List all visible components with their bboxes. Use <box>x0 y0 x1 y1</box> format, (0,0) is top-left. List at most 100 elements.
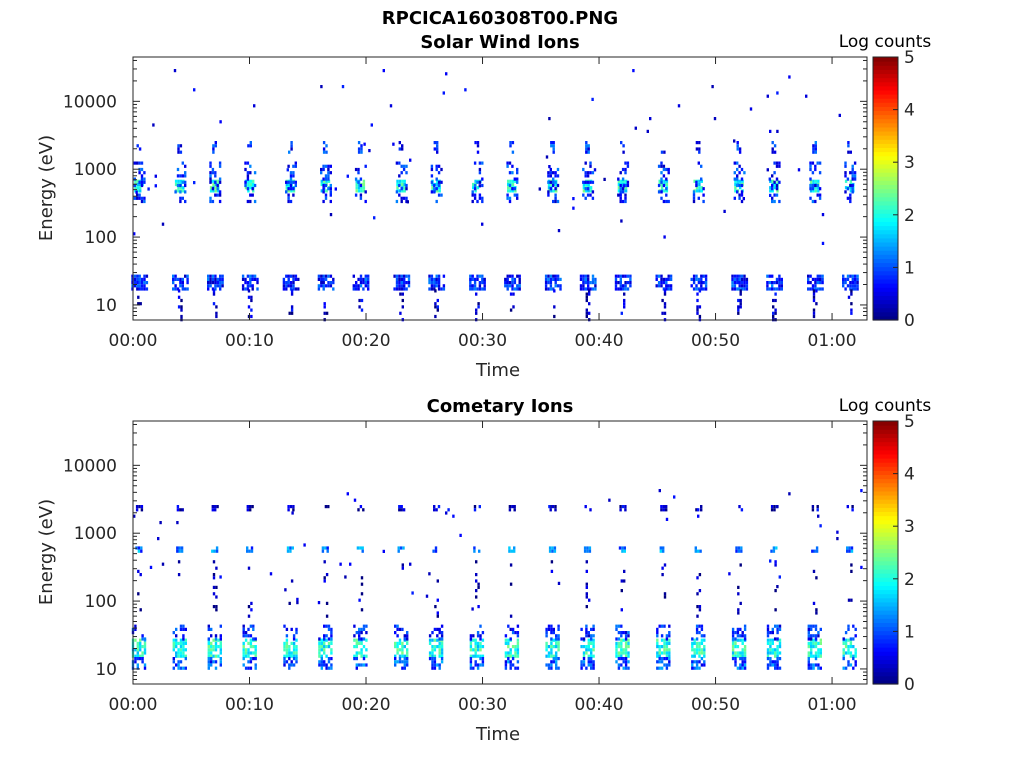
heatmap-cell <box>622 660 625 664</box>
heatmap-cell <box>734 189 737 193</box>
y-tick-label: 1000 <box>74 524 117 544</box>
colorbar-step <box>873 311 898 317</box>
heatmap-cell <box>849 193 852 197</box>
heatmap-cell <box>588 302 591 306</box>
heatmap-cell <box>700 657 704 661</box>
heatmap-cell <box>401 627 404 631</box>
heatmap-cell <box>815 608 818 612</box>
heatmap-cell <box>478 284 482 288</box>
heatmap-cell <box>740 167 744 172</box>
heatmap-cell <box>518 287 521 291</box>
heatmap-cell <box>329 190 332 194</box>
heatmap-cell <box>504 651 508 655</box>
heatmap-cell <box>739 634 742 638</box>
heatmap-cell <box>246 274 250 278</box>
heatmap-cell <box>362 281 365 285</box>
heatmap-cell <box>516 193 519 197</box>
heatmap-cell <box>141 651 144 655</box>
heatmap-cell <box>587 189 590 193</box>
heatmap-cell <box>736 634 740 638</box>
heatmap-cell <box>330 637 333 641</box>
heatmap-cell <box>816 183 819 188</box>
heatmap-cell <box>736 638 740 642</box>
heatmap-cell <box>620 663 623 667</box>
heatmap-cell <box>507 651 510 655</box>
heatmap-cell <box>587 645 590 649</box>
heatmap-cell <box>849 196 852 200</box>
heatmap-cell <box>362 663 366 667</box>
heatmap-cell <box>814 189 818 193</box>
heatmap-cell <box>695 508 698 512</box>
heatmap-cell <box>733 196 736 200</box>
heatmap-cell <box>474 651 477 655</box>
heatmap-cell <box>216 193 219 197</box>
heatmap-cell <box>247 651 250 655</box>
heatmap-cell <box>811 277 815 281</box>
heatmap-cell <box>323 651 326 655</box>
heatmap-cell <box>367 274 370 278</box>
heatmap-cell <box>161 562 165 566</box>
heatmap-cell <box>734 631 737 635</box>
colorbar-step <box>873 437 898 443</box>
heatmap-cell <box>693 666 696 670</box>
heatmap-cell <box>282 281 286 285</box>
heatmap-cell <box>209 189 213 193</box>
heatmap-cell <box>161 222 165 226</box>
heatmap-cell <box>143 171 146 175</box>
heatmap-cell <box>617 641 621 645</box>
heatmap-cell <box>854 281 857 285</box>
x-axis-label: Time <box>475 724 520 745</box>
heatmap-cell <box>619 190 622 194</box>
heatmap-cell <box>246 505 249 509</box>
heatmap-cell <box>775 546 778 550</box>
heatmap-cell <box>325 666 328 670</box>
heatmap-cell <box>511 505 514 509</box>
heatmap-cell <box>474 638 477 642</box>
heatmap-cell <box>663 150 666 154</box>
heatmap-cell <box>323 311 326 315</box>
heatmap-cell <box>476 274 479 278</box>
heatmap-cell <box>662 277 666 281</box>
heatmap-cell <box>812 314 816 319</box>
heatmap-cell <box>807 663 810 667</box>
heatmap-cell <box>771 174 774 178</box>
colorbar-step <box>873 593 898 599</box>
heatmap-cell <box>739 289 742 293</box>
heatmap-cell <box>700 274 703 278</box>
heatmap-cell <box>665 634 669 638</box>
heatmap-cell <box>585 595 588 599</box>
heatmap-cell <box>617 645 621 649</box>
heatmap-cell <box>771 287 774 291</box>
heatmap-cell <box>249 505 252 509</box>
heatmap-cell <box>247 182 250 187</box>
heatmap-cell <box>711 85 714 89</box>
colorbar-step <box>873 172 898 177</box>
heatmap-cell <box>809 196 812 200</box>
heatmap-cell <box>739 186 742 190</box>
heatmap-cell <box>624 287 627 291</box>
heatmap-cell <box>655 284 658 288</box>
heatmap-cell <box>431 182 434 187</box>
heatmap-cell <box>665 287 668 291</box>
heatmap-cell <box>780 281 783 285</box>
heatmap-cell <box>481 196 484 200</box>
heatmap-cell <box>143 666 147 670</box>
heatmap-cell <box>177 654 180 658</box>
heatmap-cell <box>816 274 819 278</box>
heatmap-cell <box>731 637 735 641</box>
heatmap-cell <box>736 147 739 151</box>
heatmap-cell <box>657 274 661 278</box>
heatmap-cell <box>469 637 473 641</box>
heatmap-cell <box>478 171 482 175</box>
heatmap-cell <box>587 648 590 652</box>
heatmap-cell <box>557 657 560 661</box>
heatmap-cell <box>773 193 776 197</box>
heatmap-cell <box>622 150 625 154</box>
heatmap-cell <box>557 637 560 641</box>
heatmap-cell <box>210 634 213 638</box>
heatmap-cell <box>587 150 590 154</box>
heatmap-cell <box>634 126 637 130</box>
heatmap-cell <box>731 645 735 649</box>
heatmap-cell <box>246 174 250 178</box>
colorbar-step <box>873 283 898 288</box>
